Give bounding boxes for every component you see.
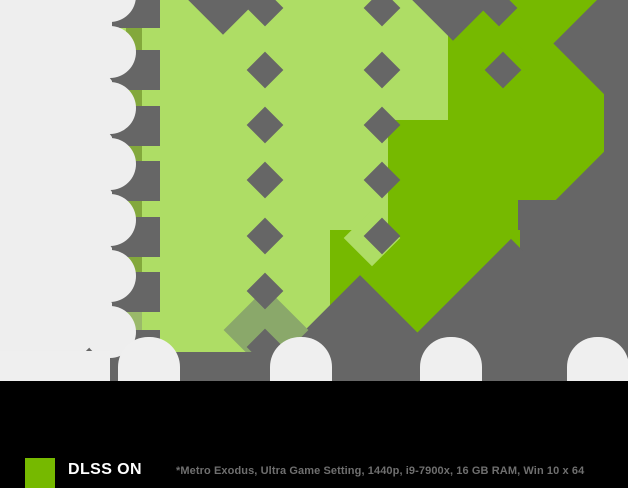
clipped-label-blob	[0, 351, 110, 381]
clipped-label-blob	[420, 337, 482, 381]
clipped-label-blob	[567, 337, 628, 381]
edge-curve	[84, 194, 136, 246]
edge-curve	[84, 82, 136, 134]
edge-curve	[84, 138, 136, 190]
chart-crop-region	[0, 0, 628, 381]
legend-swatch-dlss-on	[25, 458, 55, 488]
legend-label-dlss-on: DLSS ON	[68, 461, 142, 478]
edge-curve	[84, 26, 136, 78]
edge-curve	[84, 0, 136, 22]
edge-curve	[84, 250, 136, 302]
axis-band	[104, 352, 628, 381]
footer-bar: DLSS ON *Metro Exodus, Ultra Game Settin…	[0, 381, 628, 488]
clipped-label-blob	[270, 337, 332, 381]
legend: DLSS ON *Metro Exodus, Ultra Game Settin…	[0, 458, 628, 488]
clipped-label-blob	[118, 337, 180, 381]
footnote-text: *Metro Exodus, Ultra Game Setting, 1440p…	[176, 465, 585, 477]
